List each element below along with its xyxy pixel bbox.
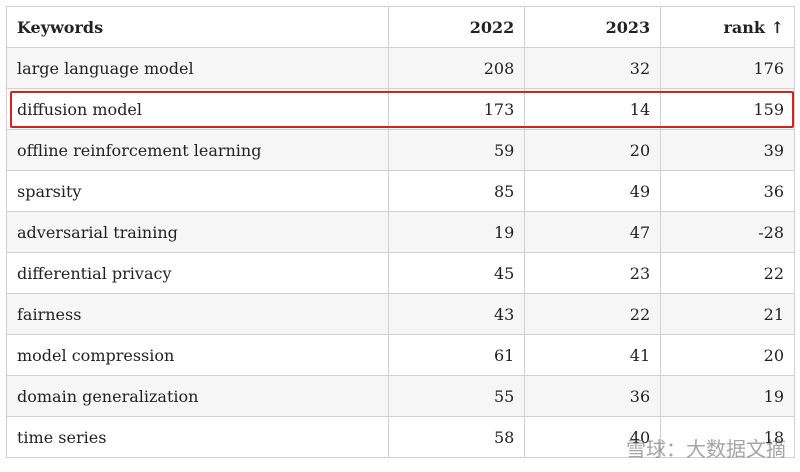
keyword-cell: differential privacy [5, 252, 390, 294]
table-row: differential privacy 45 23 22 [5, 252, 795, 294]
number-cell: 47 [524, 211, 662, 253]
header-cell: 2022 [388, 6, 526, 48]
table-body: large language model 208 32 176 diffusion mo… [5, 47, 795, 458]
header-cell: rank ↑ [660, 6, 795, 48]
table-row: time series 58 40 18 [5, 416, 795, 458]
keyword-cell: fairness [5, 293, 390, 335]
table-row: domain generalization 55 36 19 [5, 375, 795, 417]
table-row: adversarial training 19 47 -28 [5, 211, 795, 253]
number-cell: 176 [660, 47, 795, 89]
number-cell: 36 [524, 375, 662, 417]
table-row: offline reinforcement learning 59 20 39 [5, 129, 795, 171]
number-cell: 39 [660, 129, 795, 171]
number-cell: 45 [388, 252, 526, 294]
number-cell: 22 [524, 293, 662, 335]
number-cell: 32 [524, 47, 662, 89]
number-cell: 61 [388, 334, 526, 376]
table-row: model compression 61 41 20 [5, 334, 795, 376]
number-cell: 41 [524, 334, 662, 376]
number-cell: 58 [388, 416, 526, 458]
number-cell: 20 [660, 334, 795, 376]
number-cell: 208 [388, 47, 526, 89]
number-cell: 14 [524, 88, 662, 130]
table-row: large language model 208 32 176 [5, 47, 795, 89]
keyword-cell: adversarial training [5, 211, 390, 253]
keyword-cell: domain generalization [5, 375, 390, 417]
number-cell: 85 [388, 170, 526, 212]
number-cell: 22 [660, 252, 795, 294]
number-cell: 20 [524, 129, 662, 171]
number-cell: -28 [660, 211, 795, 253]
keyword-cell: diffusion model [5, 88, 390, 130]
highlighted-row: diffusion model 173 14 159 [5, 88, 795, 130]
number-cell: 23 [524, 252, 662, 294]
keyword-cell: large language model [5, 47, 390, 89]
number-cell: 49 [524, 170, 662, 212]
number-cell: 18 [660, 416, 795, 458]
header-cell: 2023 [524, 6, 662, 48]
keyword-cell: model compression [5, 334, 390, 376]
number-cell: 173 [388, 88, 526, 130]
number-cell: 59 [388, 129, 526, 171]
watermark: 雪球：大数据文摘 [626, 437, 786, 461]
table-row: fairness 43 22 21 [5, 293, 795, 335]
keyword-cell: sparsity [5, 170, 390, 212]
keyword-cell: offline reinforcement learning [5, 129, 390, 171]
number-cell: 55 [388, 375, 526, 417]
number-cell: 43 [388, 293, 526, 335]
number-cell: 19 [660, 375, 795, 417]
header-row: Keywords 2022 2023 rank ↑ [5, 6, 795, 48]
number-cell: 21 [660, 293, 795, 335]
header-cell: Keywords [5, 6, 390, 48]
keyword-cell: time series [5, 416, 390, 458]
number-cell: 36 [660, 170, 795, 212]
table-row: sparsity 85 49 36 [5, 170, 795, 212]
number-cell: 19 [388, 211, 526, 253]
number-cell: 159 [660, 88, 795, 130]
keyword-table: Keywords 2022 2023 rank ↑ large language mo… [5, 6, 795, 458]
